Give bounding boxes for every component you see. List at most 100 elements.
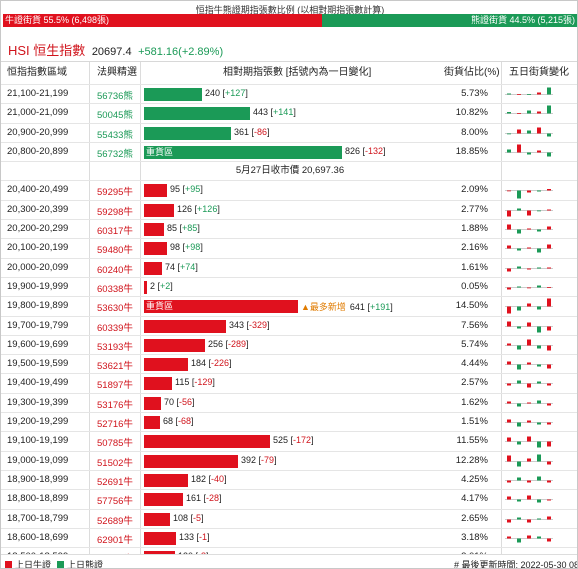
sparkline-bar xyxy=(547,189,551,191)
row-count-change: -1 xyxy=(199,531,208,542)
sparkline-bar xyxy=(517,208,521,211)
sparkline-bar xyxy=(547,499,551,501)
row-code-link[interactable]: 59295牛 xyxy=(97,187,133,199)
sparkline-bar xyxy=(547,226,551,230)
sparkline-bar xyxy=(507,287,511,290)
row-range: 18,600-18,699 xyxy=(7,531,69,543)
row-code-link[interactable]: 55433熊 xyxy=(97,129,133,141)
row-code-link[interactable]: 50785牛 xyxy=(97,438,133,450)
row-ratio: 11.55% xyxy=(456,435,488,447)
sparkline-bar xyxy=(527,130,531,134)
sparkline-bar xyxy=(537,364,541,367)
sparkline-bar xyxy=(527,94,531,95)
row-count-bar xyxy=(144,512,170,526)
table-row: 19,900-19,999 60338牛 2 [+2] 0.05% xyxy=(1,276,577,296)
sparkline-bar xyxy=(517,499,521,502)
row-ratio: 5.74% xyxy=(461,338,488,350)
row-code-link[interactable]: 60338牛 xyxy=(97,283,133,295)
sparkline-bar xyxy=(537,454,541,462)
sparkline-bar xyxy=(547,345,551,351)
sparkline-bar xyxy=(537,326,541,333)
sparkline-bar xyxy=(517,477,521,481)
row-ratio: 14.50% xyxy=(455,300,488,312)
row-code-link[interactable]: 53193牛 xyxy=(97,341,133,353)
row-code-link[interactable]: 52716牛 xyxy=(97,419,133,431)
row-count: 98 [+98] xyxy=(170,242,203,253)
row-count-change: -132 xyxy=(365,145,384,156)
index-name[interactable]: HSI 恒生指數 xyxy=(8,43,86,58)
row-range: 18,900-18,999 xyxy=(7,473,69,485)
sparkline-bar xyxy=(517,380,521,384)
row-code-link[interactable]: 56732熊 xyxy=(97,148,133,160)
row-code-link[interactable]: 51897牛 xyxy=(97,380,133,392)
row-code-link[interactable]: 60339牛 xyxy=(97,322,133,334)
row-code-link[interactable]: 57756牛 xyxy=(97,496,133,508)
row-code-link[interactable]: 59480牛 xyxy=(97,245,133,257)
table-row: 20,400-20,499 59295牛 95 [+95] 2.09% xyxy=(1,180,577,199)
sparkline-bar xyxy=(517,229,521,234)
row-ratio: 8.00% xyxy=(461,126,488,138)
sparkline-bar xyxy=(507,536,511,539)
sparkline-bar xyxy=(537,306,541,310)
row-count-value: 74 xyxy=(165,261,176,272)
sparkline-bar xyxy=(507,245,511,249)
sparkline-bar xyxy=(527,535,531,539)
sparkline-bar xyxy=(507,480,511,483)
table-row: 20,800-20,899 56732熊 重貨區 826 [-132] 18.85% xyxy=(1,141,577,161)
sparkline-bar xyxy=(507,401,511,404)
row-code-link[interactable]: 52689牛 xyxy=(97,515,133,527)
row-code-link[interactable]: 60240牛 xyxy=(97,264,133,276)
header-spark: 五日街貨變化 xyxy=(509,67,569,78)
sparkline-bar xyxy=(517,306,521,311)
row-count-value: 68 xyxy=(163,416,174,427)
row-code-link[interactable]: 56736熊 xyxy=(97,91,133,102)
row-code-link[interactable]: 53630牛 xyxy=(97,303,133,315)
sparkline-bar xyxy=(537,190,541,192)
sparkline-bar xyxy=(527,362,531,365)
sparkline-bar xyxy=(537,127,541,134)
row-code-link[interactable]: 60317牛 xyxy=(97,226,133,238)
row-count: 70 [-56] xyxy=(164,396,195,407)
table-row: 19,300-19,399 53176牛 70 [-56] 1.62% xyxy=(1,392,577,412)
sparkline-bar xyxy=(547,480,551,483)
row-ratio: 3.18% xyxy=(461,531,488,543)
row-code-link[interactable]: 59298牛 xyxy=(97,206,133,218)
row-code-link[interactable]: 62901牛 xyxy=(97,534,133,546)
row-ratio: 7.56% xyxy=(461,319,488,331)
five-day-sparkline xyxy=(505,189,553,199)
five-day-sparkline xyxy=(505,144,553,157)
row-code-link[interactable]: 53621牛 xyxy=(97,361,133,373)
row-count-bar xyxy=(144,319,226,333)
row-range: 20,900-20,999 xyxy=(7,126,69,138)
row-count-value: 126 xyxy=(177,203,193,214)
table-row: 21,100-21,199 56736熊 240 [+127] 5.73% xyxy=(1,84,577,103)
bull-legend-swatch xyxy=(5,561,12,568)
row-count-bar xyxy=(144,473,188,487)
five-day-sparkline xyxy=(505,400,553,407)
row-code-link[interactable]: 53176牛 xyxy=(97,399,133,411)
sparkline-bar xyxy=(517,248,521,251)
row-count: 108 [-5] xyxy=(173,512,204,523)
sparkline-bar xyxy=(547,538,551,542)
sparkline-bar xyxy=(507,419,511,423)
table-row: 19,800-19,899 53630牛 重貨區 ▲最多新增 641 [+191] 14.… xyxy=(1,296,577,315)
sparkline-bar xyxy=(527,210,531,216)
row-count-bar xyxy=(144,338,205,352)
row-ratio: 4.25% xyxy=(461,473,488,485)
row-count-bar xyxy=(144,280,147,294)
sparkline-bar xyxy=(537,536,541,539)
row-ratio: 18.85% xyxy=(455,145,488,157)
sparkline-bar xyxy=(547,209,551,211)
row-range: 19,100-19,199 xyxy=(7,435,69,447)
row-code-link[interactable]: 51502牛 xyxy=(97,457,133,469)
row-code-link[interactable]: 50045熊 xyxy=(97,110,133,122)
sparkline-bar xyxy=(527,303,531,307)
sparkline-bar xyxy=(537,381,541,384)
sparkline-bar xyxy=(507,268,511,272)
five-day-sparkline xyxy=(505,380,553,388)
table-row: 19,600-19,699 53193牛 256 [-289] 5.74% xyxy=(1,334,577,354)
five-day-sparkline xyxy=(505,321,553,333)
bear-legend-swatch xyxy=(57,561,64,568)
row-code-link[interactable]: 52691牛 xyxy=(97,476,133,488)
sparkline-bar xyxy=(547,152,551,157)
